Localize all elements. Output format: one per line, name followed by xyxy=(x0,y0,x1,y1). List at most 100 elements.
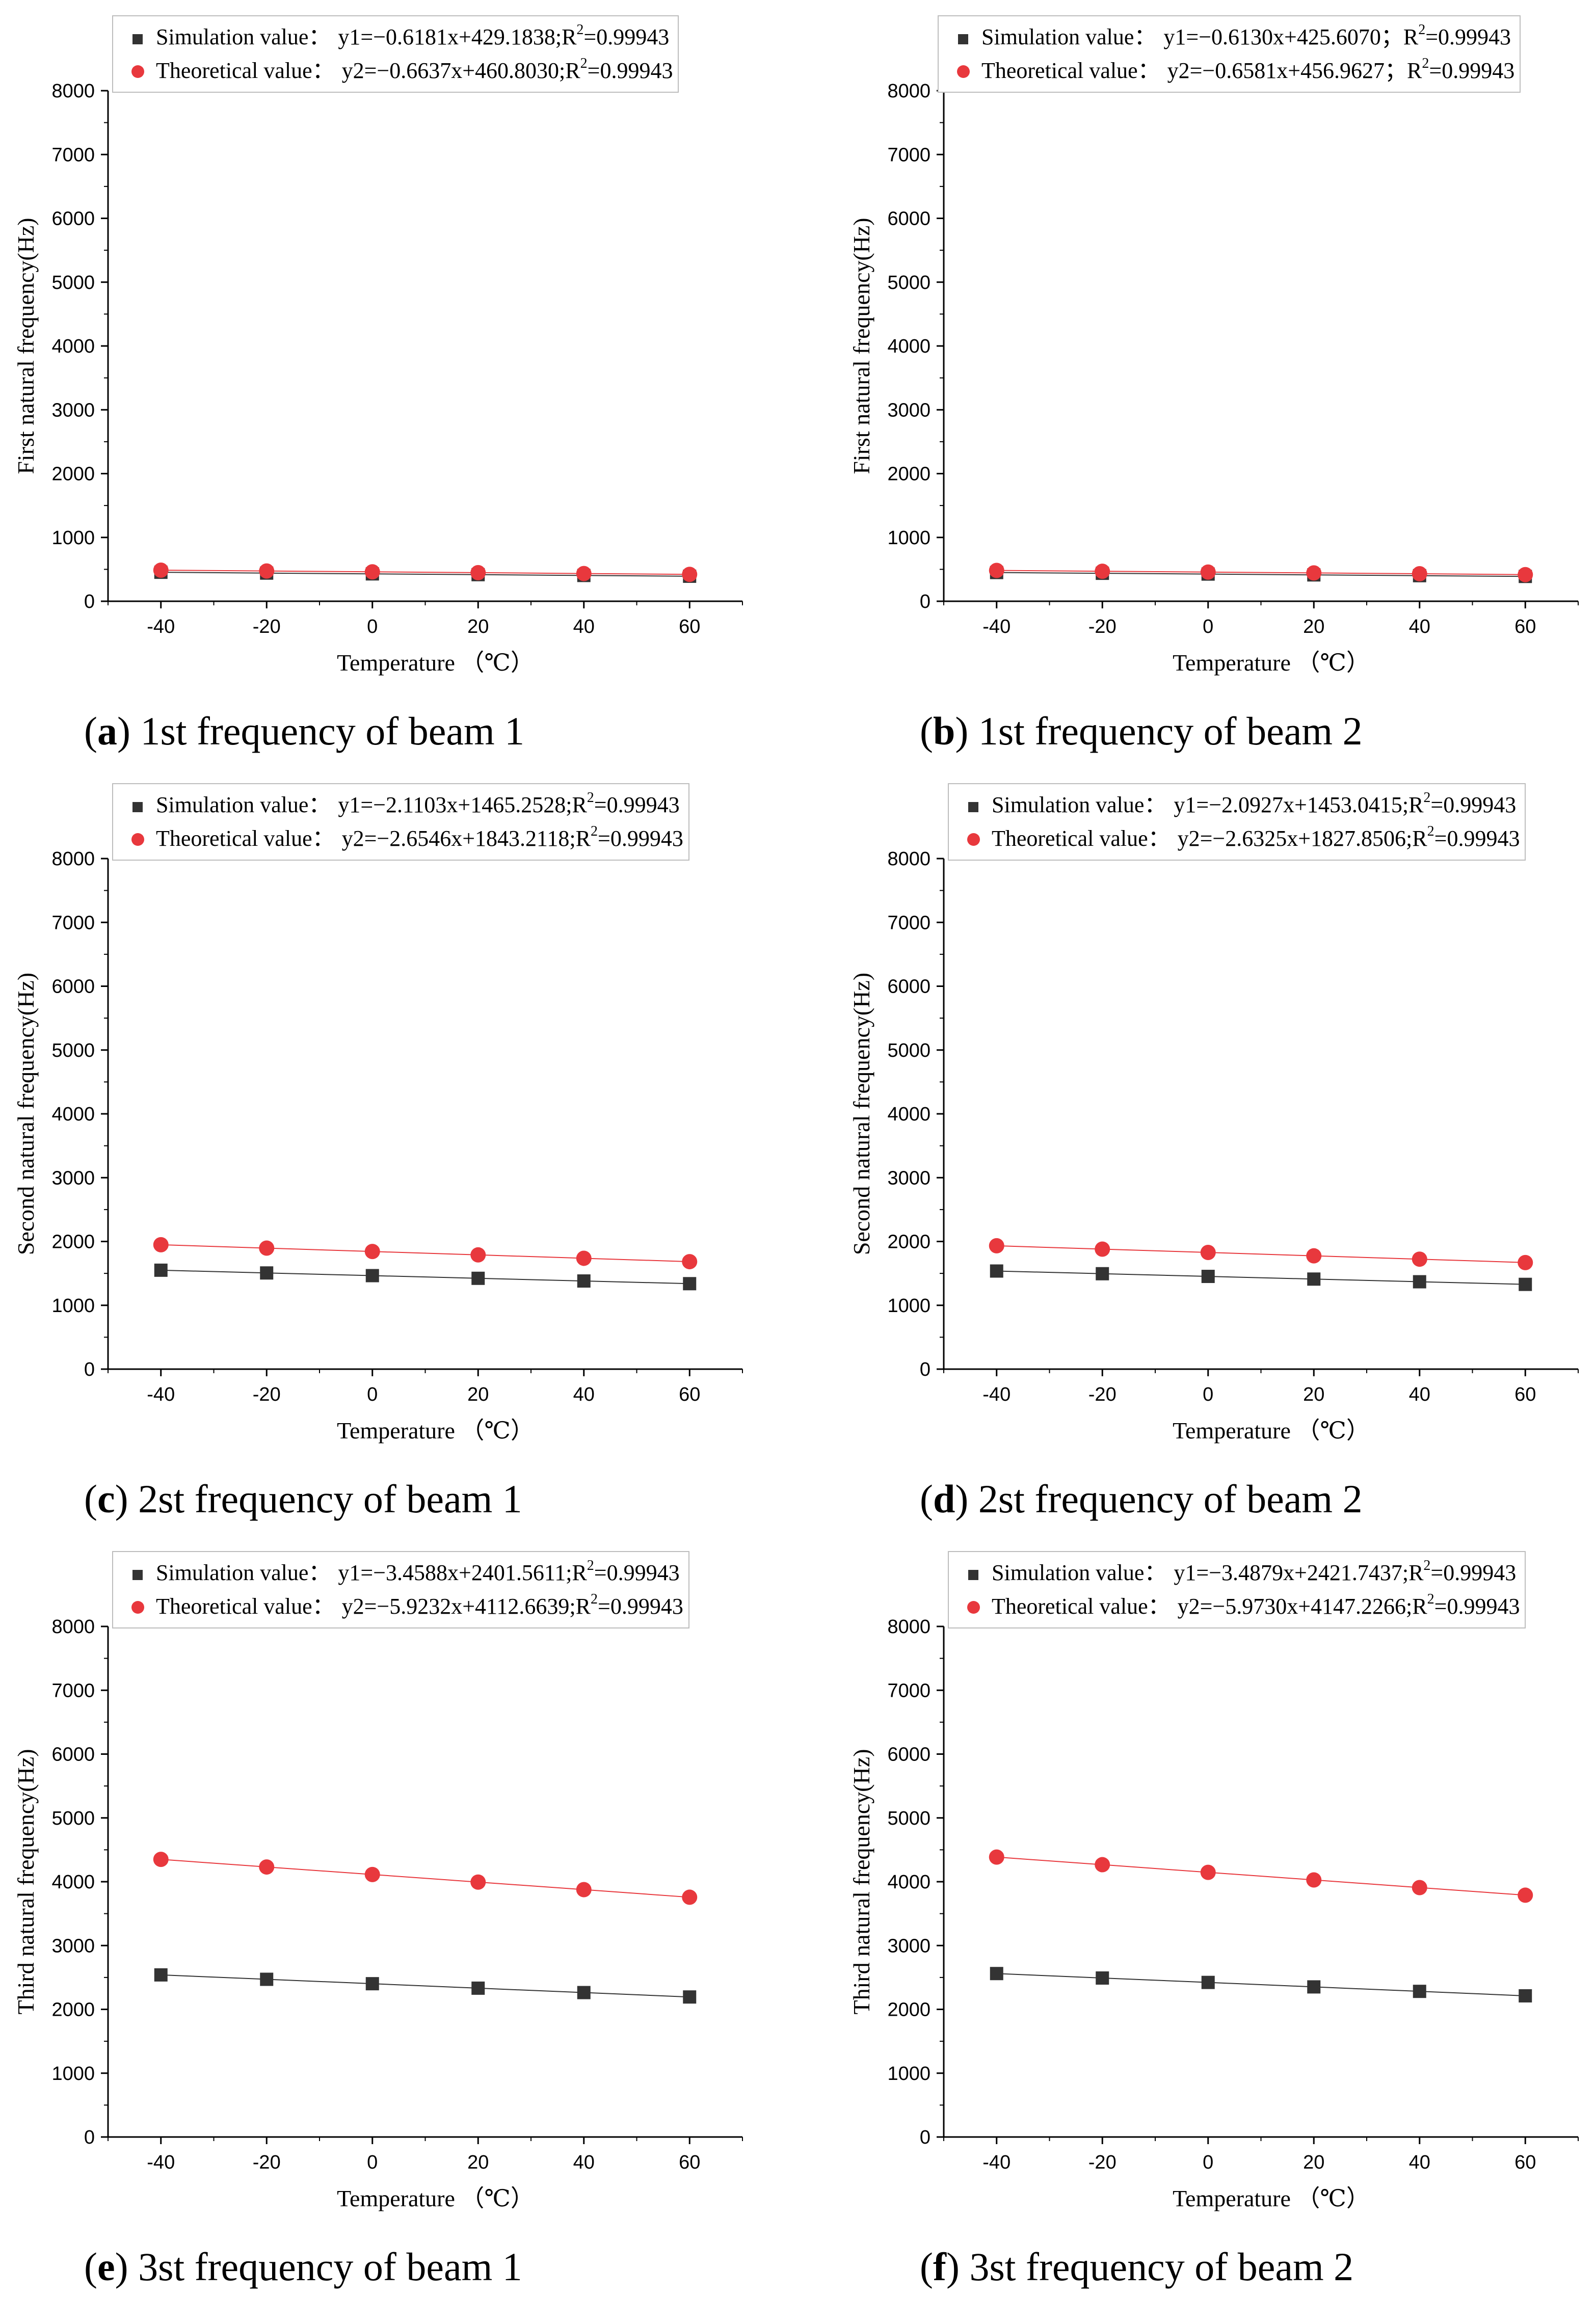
y-axis-title: Second natural frequency(Hz) xyxy=(13,973,39,1255)
simulation-point xyxy=(1413,1985,1426,1998)
x-tick-label: 40 xyxy=(573,1384,595,1405)
x-tick-label: 20 xyxy=(1303,616,1324,637)
theoretical-point xyxy=(470,1247,486,1263)
panel-caption: (c) 2st frequency of beam 1 xyxy=(84,1477,522,1521)
x-tick-label: 0 xyxy=(367,2152,378,2173)
x-tick-label: 0 xyxy=(367,616,378,637)
y-tick-label: 6000 xyxy=(887,208,931,230)
caption-text: ) 2st frequency of beam 2 xyxy=(955,1477,1363,1521)
circle-marker-icon xyxy=(119,822,156,856)
theoretical-point xyxy=(1095,1857,1110,1873)
theoretical-point xyxy=(1306,565,1322,581)
circle-marker-icon xyxy=(119,54,156,88)
equation-text: y2=−0.6581x+456.9627；R xyxy=(1167,58,1422,83)
x-axis-title: Temperature （℃） xyxy=(337,650,534,676)
legend-colon: ： xyxy=(1144,792,1167,817)
simulation-fit-line xyxy=(996,572,1526,577)
x-tick-label: 20 xyxy=(1303,2152,1324,2173)
y-tick-label: 5000 xyxy=(51,272,95,293)
x-tick-label: -40 xyxy=(982,616,1011,637)
legend-entry: Theoretical value ： y2=−2.6546x+1843.2118… xyxy=(119,822,683,856)
circle-marker-icon xyxy=(119,1590,156,1623)
y-tick-label: 5000 xyxy=(887,1040,931,1061)
equation-text: y1=−3.4879x+2421.7437;R xyxy=(1174,1560,1424,1585)
chart-svg: 0 1000 2000 3000 4000 5000 6000 7000 8000 -40 -20 0… xyxy=(848,81,1579,676)
theoretical-point xyxy=(153,1237,169,1252)
y-tick-label: 2000 xyxy=(887,1232,931,1253)
legend-entry: Theoretical value ： y2=−0.6581x+456.9627；… xyxy=(945,54,1514,88)
legend-series-name: Theoretical value xyxy=(992,826,1148,851)
r-squared-value: =0.99943 xyxy=(587,58,673,83)
simulation-fit-line xyxy=(161,572,690,577)
legend-equation: y1=−0.6130x+425.6070；R2=0.99943 xyxy=(1163,20,1511,54)
x-axis-title: Temperature （℃） xyxy=(337,1418,534,1444)
y-axis-title: Second natural frequency(Hz) xyxy=(848,973,874,1255)
y-tick-label: 0 xyxy=(84,2127,95,2148)
x-tick-label: -40 xyxy=(147,616,175,637)
panel-caption: (e) 3st frequency of beam 1 xyxy=(84,2245,522,2289)
legend-series-name: Theoretical value xyxy=(156,58,312,83)
equation-text: y2=−2.6546x+1843.2118;R xyxy=(341,826,591,851)
y-tick-label: 8000 xyxy=(51,1616,95,1638)
y-tick-label: 8000 xyxy=(887,848,931,870)
legend-entry: Simulation value ： y1=−3.4879x+2421.7437;… xyxy=(955,1556,1520,1590)
theoretical-point xyxy=(1412,1251,1427,1267)
y-tick-label: 3000 xyxy=(887,1935,931,1957)
y-tick-label: 6000 xyxy=(887,1744,931,1766)
y-tick-label: 0 xyxy=(920,1359,931,1380)
chart-panel: 0 1000 2000 3000 4000 5000 6000 7000 8000 -40 -20 0… xyxy=(0,1536,798,2304)
y-tick-label: 0 xyxy=(920,2127,931,2148)
theoretical-point xyxy=(1306,1872,1322,1888)
chart-svg: 0 1000 2000 3000 4000 5000 6000 7000 8000 -40 -20 0… xyxy=(13,81,743,676)
y-tick-label: 3000 xyxy=(51,1935,95,1957)
theoretical-point xyxy=(470,1874,486,1890)
theoretical-point xyxy=(682,1254,698,1270)
legend-series-name: Theoretical value xyxy=(156,826,312,851)
x-tick-label: 40 xyxy=(1409,616,1430,637)
circle-marker-icon xyxy=(945,54,981,88)
x-tick-label: 60 xyxy=(1514,1384,1536,1405)
legend-colon: ： xyxy=(1134,24,1157,49)
x-tick-label: 0 xyxy=(1203,2152,1213,2173)
theoretical-point xyxy=(1200,1864,1216,1880)
theoretical-point xyxy=(364,564,380,580)
theoretical-point xyxy=(1200,564,1216,580)
x-tick-label: 40 xyxy=(1409,1384,1430,1405)
legend-entry: Simulation value ： y1=−0.6181x+429.1838;R… xyxy=(119,20,673,54)
r-squared-exponent: 2 xyxy=(587,1558,594,1574)
x-tick-label: 60 xyxy=(679,616,700,637)
legend: Simulation value ： y1=−0.6130x+425.6070；R… xyxy=(938,15,1521,93)
equation-text: y1=−3.4588x+2401.5611;R xyxy=(338,1560,587,1585)
simulation-point xyxy=(1519,1277,1532,1291)
equation-text: y2=−0.6637x+460.8030;R xyxy=(341,58,580,83)
theoretical-point xyxy=(259,563,275,579)
x-tick-label: -20 xyxy=(1088,616,1116,637)
chart-panel: 0 1000 2000 3000 4000 5000 6000 7000 8000 -40 -20 0… xyxy=(0,768,798,1536)
simulation-point xyxy=(260,1266,274,1280)
x-axis-title: Temperature （℃） xyxy=(1173,650,1370,676)
caption-letter: c xyxy=(97,1477,115,1521)
simulation-point xyxy=(683,1990,697,2004)
y-tick-label: 2000 xyxy=(887,464,931,485)
legend-series-name: Theoretical value xyxy=(981,58,1138,83)
x-tick-label: -20 xyxy=(253,616,281,637)
theoretical-fit-line xyxy=(996,570,1526,575)
simulation-point xyxy=(577,1986,591,1999)
y-tick-label: 4000 xyxy=(51,336,95,357)
y-tick-label: 6000 xyxy=(51,1744,95,1766)
y-axis-title: First natural frequency(Hz) xyxy=(848,218,874,474)
theoretical-point xyxy=(153,1852,169,1867)
legend-equation: y2=−2.6546x+1843.2118;R2=0.99943 xyxy=(342,822,683,856)
legend-equation: y2=−5.9232x+4112.6639;R2=0.99943 xyxy=(342,1590,683,1623)
x-tick-label: 0 xyxy=(1203,616,1213,637)
y-axis-title: Third natural frequency(Hz) xyxy=(848,1749,874,2014)
theoretical-point xyxy=(989,563,1004,578)
x-tick-label: 60 xyxy=(1514,616,1536,637)
chart-panel: 0 1000 2000 3000 4000 5000 6000 7000 8000 -40 -20 0… xyxy=(836,768,1595,1536)
r-squared-exponent: 2 xyxy=(1423,1558,1431,1574)
simulation-point xyxy=(683,1277,697,1291)
theoretical-point xyxy=(364,1244,380,1260)
legend: Simulation value ： y1=−3.4588x+2401.5611;… xyxy=(112,1551,689,1628)
legend-colon: ： xyxy=(1144,1560,1167,1585)
y-tick-label: 3000 xyxy=(887,1167,931,1189)
